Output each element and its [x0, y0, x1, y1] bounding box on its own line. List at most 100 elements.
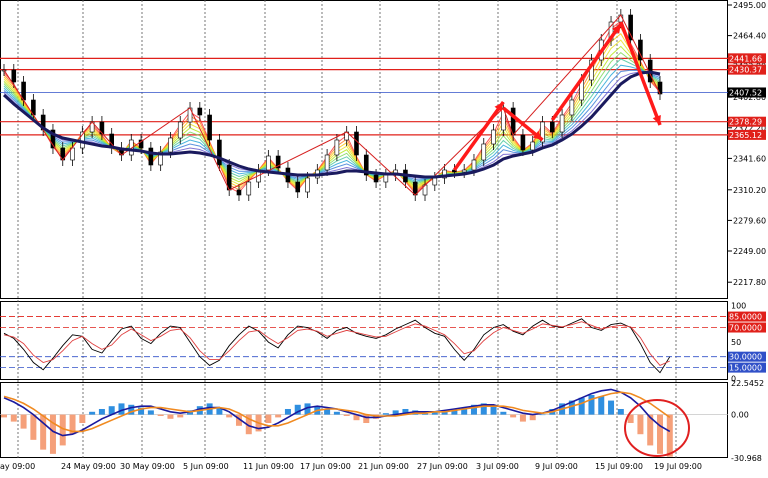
macd-histogram-bar — [666, 414, 673, 457]
candle-body — [168, 137, 173, 153]
annotation-arrow-up-head — [612, 24, 621, 34]
annotation-arrow-up-head — [494, 102, 504, 112]
macd-histogram-bar — [363, 414, 370, 424]
x-axis-label: ay 09:00 — [0, 462, 35, 471]
candle-body — [549, 121, 555, 133]
macd-histogram-bar — [40, 414, 47, 450]
annotation-arrow-down-head — [532, 130, 543, 140]
stochastic-level-tag — [728, 351, 766, 362]
macd-histogram-bar — [500, 411, 507, 415]
price-level-tag — [728, 64, 766, 75]
current-price-tag — [728, 87, 766, 98]
stochastic-level-tag — [728, 322, 766, 333]
stochastic-level-tag — [728, 311, 766, 322]
stochastic-panel-frame — [0, 301, 728, 380]
stochastic-level-tag — [728, 362, 766, 373]
candle-body — [80, 131, 85, 149]
candle-body — [295, 181, 301, 193]
macd-histogram-bar — [98, 408, 105, 415]
price-level-label: 2378.29 — [729, 118, 762, 127]
x-axis-label: 9 Jul 09:00 — [535, 462, 578, 471]
stochastic-y-label: 50 — [731, 338, 741, 347]
candle-body — [471, 159, 477, 171]
macd-histogram-bar — [89, 411, 96, 415]
x-axis-label: 5 Jun 09:00 — [183, 462, 229, 471]
macd-histogram-bar — [79, 414, 86, 424]
candle-body — [373, 174, 379, 183]
candle-body — [569, 99, 575, 116]
candle-body — [520, 134, 526, 151]
macd-histogram-bar — [275, 414, 282, 418]
y-tick-label: 2464.40 — [733, 32, 766, 41]
y-tick-label: 2372.20 — [733, 124, 766, 133]
candle-body — [275, 155, 281, 169]
macd-histogram-bar — [529, 414, 536, 421]
price-level-tag — [728, 129, 766, 140]
stochastic-y-label: 0 — [731, 375, 736, 384]
macd-histogram-bar — [30, 414, 37, 440]
zigzag-line — [3, 14, 661, 196]
macd-histogram-bar — [304, 403, 311, 415]
stochastic-y-label: 100 — [731, 302, 746, 311]
macd-histogram-bar — [118, 403, 125, 415]
candle-body — [158, 151, 163, 166]
price-level-label: 2441.66 — [729, 54, 762, 63]
slow-moving-average — [2, 70, 661, 179]
stochastic-level-label: 85.0000 — [729, 313, 762, 322]
candle-body — [148, 147, 154, 166]
candle-body — [491, 129, 496, 145]
stochastic-line — [3, 318, 671, 374]
macd-histogram-bar — [539, 414, 546, 416]
macd-histogram-bar — [216, 407, 223, 415]
x-axis-label: 11 Jun 09:00 — [243, 462, 294, 471]
price-level-tag — [728, 116, 766, 127]
x-axis-label: 19 Jul 09:00 — [654, 462, 702, 471]
macd-histogram-bar — [294, 404, 301, 415]
candle-body — [305, 177, 310, 193]
macd-panel-frame — [0, 382, 728, 458]
current-price-label: 2407.52 — [729, 88, 762, 97]
candle-body — [354, 131, 359, 156]
y-tick-label: 2310.20 — [733, 186, 766, 195]
candle-body — [363, 154, 369, 176]
x-axis-label: 3 Jul 09:00 — [476, 462, 519, 471]
macd-histogram-bar — [637, 414, 644, 435]
price-level-tag — [728, 53, 766, 64]
price-level-label: 2430.37 — [729, 66, 762, 75]
macd-histogram-bar — [451, 408, 458, 415]
macd-histogram-bar — [343, 414, 350, 416]
macd-histogram-bar — [578, 397, 585, 415]
macd-histogram-bar — [461, 407, 468, 415]
macd-histogram-bar — [138, 407, 145, 415]
macd-histogram-bar — [402, 408, 409, 415]
macd-histogram-bar — [10, 414, 17, 422]
macd-histogram-bar — [177, 414, 184, 418]
annotation-arrow-down — [619, 21, 662, 126]
macd-histogram-bar — [49, 414, 56, 454]
macd-histogram-bar — [480, 403, 487, 415]
candle-body — [246, 181, 252, 196]
price-level-label: 2365.12 — [729, 131, 762, 140]
candle-body — [334, 139, 340, 156]
annotation-arrow-up — [550, 22, 623, 122]
macd-histogram-bar — [245, 414, 252, 435]
macd-histogram-bar — [128, 404, 135, 415]
stochastic-level-label: 30.0000 — [729, 353, 762, 362]
candle-body — [324, 154, 330, 171]
annotation-arrow-up — [452, 100, 505, 172]
x-axis-label: 30 May 09:00 — [120, 462, 175, 471]
macd-histogram-bar — [324, 408, 331, 415]
stochastic-level-label: 15.0000 — [729, 364, 762, 373]
macd-histogram-bar — [510, 414, 517, 418]
macd-histogram-bar — [69, 414, 76, 435]
macd-histogram-bar — [657, 414, 663, 454]
macd-histogram-bar — [147, 410, 154, 415]
macd-histogram-bar — [608, 400, 615, 415]
macd-histogram-bar — [20, 414, 27, 429]
macd-y-label: 0.00 — [731, 411, 749, 420]
macd-histogram-bar — [382, 413, 389, 415]
stochastic-line — [3, 321, 670, 366]
macd-histogram-bar — [627, 414, 634, 424]
